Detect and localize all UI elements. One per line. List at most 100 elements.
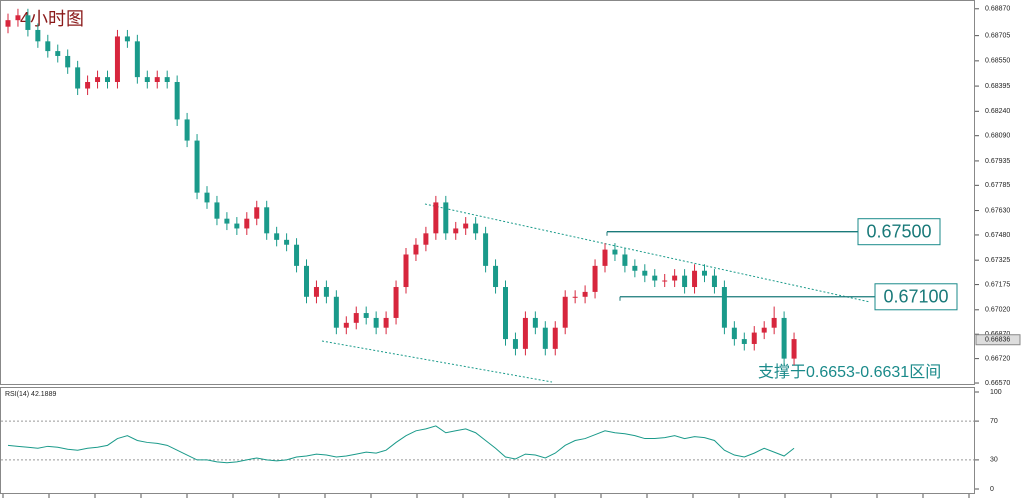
candle-body (711, 275, 717, 288)
candle-body (771, 317, 777, 328)
y-tick-label: 0.68705 (985, 32, 1010, 39)
candle-body (662, 280, 668, 282)
candle-body (154, 77, 160, 83)
y-tick-label: 0.67785 (985, 182, 1010, 189)
candle-body (612, 249, 618, 255)
candle-body (731, 327, 737, 340)
level-label: 0.67100 (883, 287, 948, 307)
candle-body (433, 202, 439, 234)
candle-body (532, 317, 538, 328)
y-tick-label: 0.68550 (985, 58, 1010, 65)
candle-body (264, 207, 270, 234)
y-tick-label: 0.67630 (985, 207, 1010, 214)
rsi-pane (0, 387, 975, 494)
candle-body (224, 218, 230, 224)
candle-body (15, 15, 21, 21)
candle-body (542, 327, 548, 349)
candle-body (562, 296, 568, 328)
candle-body (75, 67, 81, 89)
candle-body (333, 296, 339, 328)
y-tick-label: 0.68090 (985, 133, 1010, 140)
candle-body (343, 322, 349, 328)
candle-body (313, 287, 319, 297)
candle-body (234, 223, 240, 229)
candle-body (781, 317, 787, 359)
candle-body (552, 327, 558, 349)
y-tick-label: 0.67175 (985, 281, 1010, 288)
candle-body (453, 228, 459, 234)
candle-body (85, 82, 91, 89)
candle-body (124, 36, 130, 42)
candle-body (622, 254, 628, 266)
candle-body (65, 55, 71, 68)
candle-body (463, 223, 469, 229)
candle-body (304, 265, 309, 297)
candle-body (114, 36, 120, 83)
candle-body (791, 339, 797, 359)
main-pane (0, 0, 975, 385)
trend-line (321, 340, 553, 383)
candle-body (592, 265, 598, 292)
y-tick-label: 0.67480 (985, 232, 1010, 239)
y-tick-label: 0.68240 (985, 108, 1010, 115)
candle-body (682, 275, 688, 288)
y-tick-label: 0.67020 (985, 307, 1010, 314)
candle-body (214, 202, 220, 219)
last-price-label: 0.66836 (985, 337, 1010, 344)
candle-body (35, 29, 41, 42)
candle-body (95, 77, 101, 83)
candle-body (493, 265, 499, 288)
candle-body (393, 287, 399, 318)
y-tick-label: 0.67325 (985, 257, 1010, 264)
candle-body (642, 270, 648, 276)
candle-body (5, 20, 11, 27)
candle-body (483, 233, 489, 266)
rsi-label: RSI(14) 42.1889 (5, 391, 56, 398)
candle-body (721, 287, 727, 328)
y-tick-label: 0.68395 (985, 83, 1010, 90)
candle-body (443, 202, 449, 234)
trend-line (424, 203, 871, 303)
candle-body (522, 317, 528, 349)
candle-body (582, 291, 588, 297)
candle-body (363, 313, 369, 318)
candle-body (761, 327, 767, 333)
candle-body (323, 287, 329, 297)
candle-body (45, 41, 51, 52)
candle-body (25, 15, 31, 30)
candle-body (751, 332, 757, 344)
candle-body (692, 270, 698, 288)
candle-body (632, 265, 638, 271)
candle-body (184, 119, 190, 141)
candle-body (144, 77, 150, 83)
y-tick-label: 0.66570 (985, 380, 1010, 387)
candle-body (403, 254, 409, 288)
y-tick-label: 0.67935 (985, 158, 1010, 165)
annotation: 支撑于0.6653-0.6631区间 (758, 363, 941, 381)
candle-body (373, 317, 379, 328)
level-label: 0.67500 (866, 221, 931, 241)
y-tick-label: 0.68870 (985, 6, 1010, 13)
y-tick-label: 0.66720 (985, 355, 1010, 362)
level-box (874, 283, 958, 311)
candle-body (55, 51, 61, 56)
candle-body (741, 339, 747, 344)
candle-body (702, 270, 707, 276)
candle-body (473, 223, 479, 234)
candle-body (512, 339, 518, 349)
rsi-tick-label: 30 (990, 457, 998, 464)
rsi-tick-label: 70 (990, 418, 998, 425)
candle-body (413, 244, 419, 255)
rsi-tick-label: 0 (990, 486, 994, 493)
candle-body (164, 77, 170, 83)
chart-title: 4小时图 (20, 9, 84, 29)
candle-body (652, 275, 658, 281)
last-price-box (975, 334, 1021, 346)
candle-body (503, 287, 508, 340)
candle-body (204, 192, 210, 203)
candle-body (423, 233, 429, 245)
candle-body (274, 233, 280, 240)
candle-body (174, 82, 180, 120)
candle-body (572, 296, 578, 298)
